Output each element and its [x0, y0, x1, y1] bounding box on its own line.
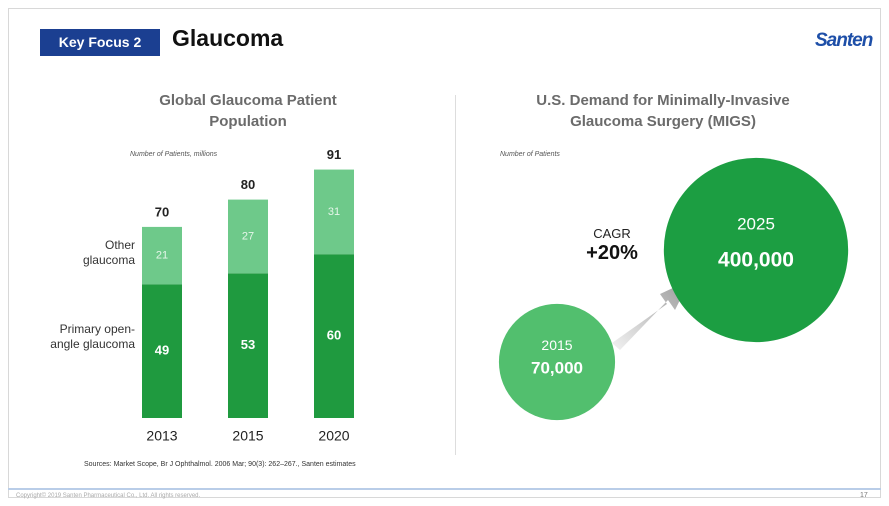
annotation-value: +20% [586, 242, 638, 264]
bar-segment [314, 254, 354, 418]
data-label: 27 [242, 230, 254, 242]
growth-arrow [612, 280, 690, 350]
slide-frame [8, 8, 881, 498]
total-label: 91 [327, 147, 341, 162]
data-label: 60 [327, 328, 341, 343]
badge: Key Focus 2 [40, 29, 160, 56]
bar-segment [142, 284, 182, 418]
legend-entry: Other glaucoma [82, 238, 135, 267]
x-tick-label: 2020 [318, 428, 349, 444]
x-tick-label: 2015 [232, 428, 263, 444]
total-label: 80 [241, 177, 255, 192]
unit-label: Number of Patients [500, 151, 560, 158]
footer-rule [8, 488, 881, 490]
page-number: 17 [860, 492, 868, 499]
unit-label: Number of Patients, millions [130, 151, 218, 158]
chart-title: U.S. Demand for Minimally-Invasive Glauc… [536, 92, 790, 130]
data-label: 31 [328, 206, 340, 218]
bar-segment [228, 273, 268, 418]
total-label: 70 [155, 204, 169, 219]
bubble-value: 70,000 [531, 358, 583, 377]
slide-title: Glaucoma [172, 25, 284, 51]
data-label: 21 [156, 249, 168, 261]
bar-segment [314, 169, 354, 255]
chart-title: Global Glaucoma Patient Population [159, 92, 337, 130]
sources: Sources: Market Scope, Br J Ophthalmol. … [84, 461, 356, 468]
copyright: Copyright© 2019 Santen Pharmaceutical Co… [16, 493, 201, 499]
bubble [663, 157, 849, 343]
legend-entry: Primary open-angle glaucoma [50, 322, 135, 351]
bubble-category: 2015 [541, 337, 572, 353]
bar-segment [228, 199, 268, 274]
data-label: 53 [241, 337, 255, 352]
data-label: 49 [155, 343, 169, 358]
bar-segment [142, 226, 182, 285]
annotation-label: CAGR [593, 226, 631, 241]
divider [455, 95, 456, 455]
bubble-category: 2025 [737, 215, 775, 234]
bubble [498, 303, 616, 421]
logo: Santen [815, 30, 873, 51]
bubble-value: 400,000 [718, 249, 794, 272]
x-tick-label: 2013 [146, 428, 177, 444]
